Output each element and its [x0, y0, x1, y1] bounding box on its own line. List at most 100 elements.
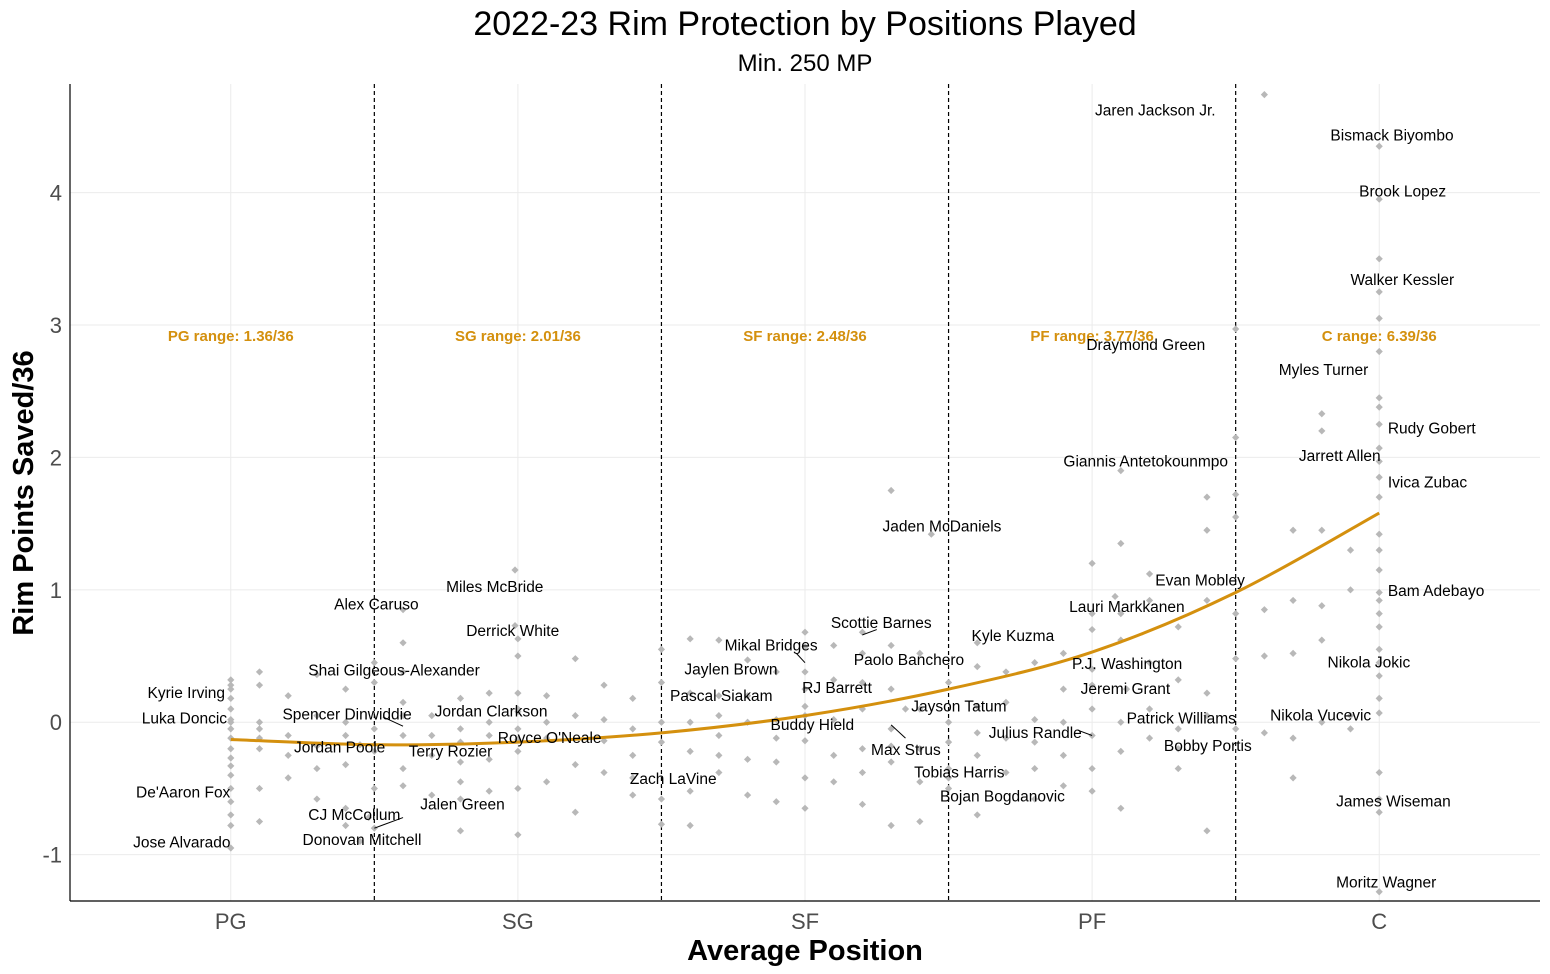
label-leader-line	[796, 653, 806, 663]
data-point	[657, 645, 666, 654]
data-point-labeled	[1174, 745, 1182, 753]
data-point-labeled	[514, 735, 522, 744]
data-point	[342, 821, 350, 830]
data-point	[1318, 427, 1326, 435]
data-point	[1289, 774, 1297, 782]
data-point	[916, 649, 924, 657]
data-point	[657, 678, 666, 687]
data-point	[1346, 725, 1355, 733]
player-label: Jaren Jackson Jr.	[1095, 102, 1216, 119]
data-point	[629, 751, 637, 759]
data-point-labeled	[944, 784, 953, 793]
data-point	[715, 731, 723, 740]
player-label: Jalen Green	[420, 796, 504, 813]
data-point	[255, 784, 264, 793]
player-label: Derrick White	[466, 623, 559, 640]
data-point	[370, 747, 378, 755]
data-point	[1145, 659, 1154, 667]
data-point-labeled	[399, 606, 407, 614]
player-label: Evan Mobley	[1155, 573, 1245, 590]
y-axis-title: Rim Points Saved/36	[8, 350, 40, 635]
player-label: P.J. Washington	[1072, 656, 1182, 673]
data-point	[227, 771, 235, 779]
data-point	[1117, 610, 1125, 618]
player-label: Giannis Antetokounmpo	[1063, 453, 1228, 470]
data-point	[456, 758, 465, 766]
x-tick-label: PG	[215, 909, 247, 934]
data-point	[370, 678, 378, 687]
data-point-labeled	[1111, 592, 1119, 601]
data-point	[255, 725, 264, 733]
data-point	[830, 715, 838, 724]
player-label: Jayson Tatum	[911, 698, 1006, 715]
player-label: Pascal Siakam	[670, 688, 773, 705]
data-point	[1232, 610, 1240, 618]
data-point	[973, 751, 981, 759]
data-point	[1375, 546, 1383, 554]
data-point	[514, 689, 522, 697]
data-point	[1145, 734, 1154, 742]
data-point	[743, 692, 752, 700]
data-point	[1203, 526, 1211, 534]
data-point-labeled	[1375, 420, 1383, 428]
data-point	[686, 747, 694, 755]
player-label: James Wiseman	[1336, 794, 1451, 811]
data-point	[1346, 712, 1355, 720]
data-point	[772, 734, 780, 742]
player-label: Nikola Jokic	[1328, 655, 1411, 672]
data-point	[1059, 685, 1067, 693]
data-point	[973, 702, 981, 710]
data-point	[428, 751, 436, 759]
data-point	[342, 718, 350, 726]
data-point	[1088, 559, 1096, 567]
range-label: SF range: 2.48/36	[743, 328, 866, 345]
data-point	[399, 698, 407, 706]
data-point	[1375, 672, 1383, 680]
player-label: Kyle Kuzma	[972, 628, 1055, 645]
data-point	[1260, 729, 1268, 737]
y-tick-label: 4	[50, 181, 62, 206]
data-point-labeled	[1375, 142, 1383, 150]
data-point	[227, 798, 235, 806]
player-label: De'Aaron Fox	[136, 784, 231, 801]
data-point	[342, 761, 350, 769]
tick-labels: PG SG SF PF C -1 0 1 2 3 4	[42, 181, 1387, 934]
data-point-labeled	[227, 718, 235, 726]
data-point-labeled	[858, 649, 867, 657]
label-leader-line	[862, 629, 877, 636]
data-point	[916, 817, 924, 826]
grid	[70, 84, 1540, 901]
data-point	[887, 758, 895, 766]
data-point	[313, 795, 321, 803]
data-point	[1375, 403, 1383, 411]
data-point	[743, 755, 752, 763]
data-point	[1174, 764, 1182, 773]
data-point	[456, 827, 465, 835]
data-point	[600, 768, 608, 777]
data-point-labeled	[511, 566, 519, 574]
label-leaders	[374, 629, 1093, 829]
data-point-labeled	[227, 681, 235, 689]
data-point	[456, 778, 465, 786]
data-point-labeled	[1375, 255, 1383, 263]
player-label: Brook Lopez	[1359, 183, 1446, 200]
data-point	[1174, 725, 1182, 733]
data-point	[428, 791, 436, 799]
data-point	[1375, 768, 1383, 777]
data-point-labeled	[399, 712, 407, 720]
player-label: Jordan Poole	[294, 739, 385, 756]
x-tick-label: SG	[502, 909, 534, 934]
data-point	[858, 745, 867, 753]
data-point	[342, 804, 350, 812]
data-point	[485, 787, 493, 795]
data-point	[1375, 314, 1383, 322]
data-point-labeled	[901, 705, 910, 713]
data-point	[801, 628, 809, 636]
data-point	[1375, 610, 1383, 618]
data-point	[1232, 655, 1240, 663]
data-point	[830, 778, 838, 786]
data-point	[313, 670, 321, 679]
data-point	[227, 811, 235, 819]
data-point	[227, 745, 235, 753]
data-point	[485, 718, 493, 726]
